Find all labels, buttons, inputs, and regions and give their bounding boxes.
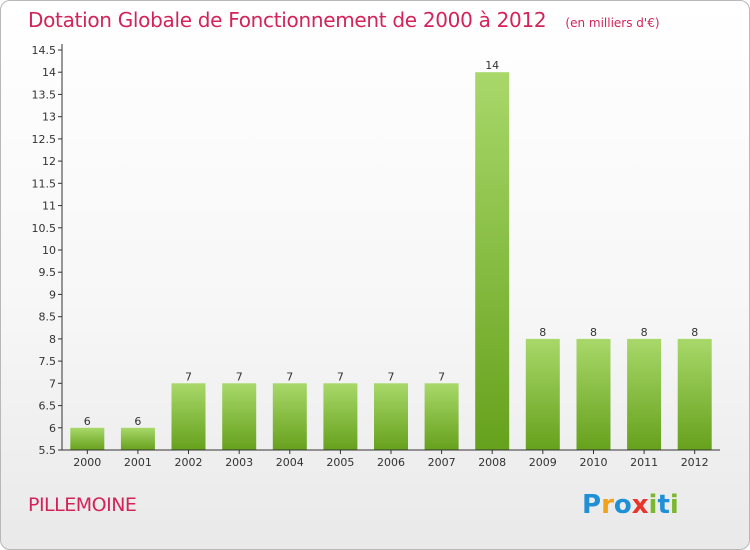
data-label: 7 <box>286 370 293 383</box>
x-tick-label: 2007 <box>428 456 456 469</box>
logo-letter: i <box>648 490 658 520</box>
data-label: 7 <box>236 370 243 383</box>
data-label: 8 <box>641 326 648 339</box>
logo-letter: x <box>631 490 649 520</box>
logo-letter: P <box>582 490 602 520</box>
logo-letter: i <box>669 490 679 520</box>
data-label: 7 <box>388 370 395 383</box>
y-tick-label: 5.5 <box>39 444 57 457</box>
x-tick-label: 2005 <box>326 456 354 469</box>
x-tick-label: 2006 <box>377 456 405 469</box>
x-tick-label: 2002 <box>175 456 203 469</box>
axes-group: 2000 2001 2002 2003 2004 2005 2006 2007 2008 2009… <box>32 44 720 469</box>
data-label: 8 <box>539 326 546 339</box>
data-label: 14 <box>485 59 499 72</box>
bar-2006 <box>374 383 408 450</box>
bar-2002 <box>171 383 206 450</box>
logo-letter: t <box>657 490 670 520</box>
bars-group: 6 6 7 7 7 7 7 7 14 8 8 8 8 <box>70 59 712 450</box>
proxiti-logo: Proxiti <box>582 490 679 520</box>
bar-2001 <box>120 427 155 450</box>
y-tick-label: 9.5 <box>39 266 57 279</box>
x-tick-label: 2009 <box>529 456 557 469</box>
x-tick-label: 2003 <box>225 456 253 469</box>
y-tick-label: 9 <box>49 288 56 301</box>
unit-note: (en milliers d'€) <box>565 16 660 30</box>
y-tick-label: 6 <box>49 422 56 435</box>
x-tick-label: 2010 <box>580 456 608 469</box>
x-tick-label: 2008 <box>478 456 506 469</box>
y-tick-label: 12.5 <box>32 133 57 146</box>
y-tick-label: 8.5 <box>39 311 57 324</box>
bar-2010 <box>576 338 611 450</box>
y-tick-label: 13.5 <box>32 88 57 101</box>
logo-letter: o <box>613 490 632 520</box>
y-tick-label: 12 <box>42 155 56 168</box>
x-tick-label: 2001 <box>124 456 152 469</box>
y-tick-label: 8 <box>49 333 56 346</box>
y-tick-label: 14.5 <box>32 44 57 57</box>
data-label: 6 <box>84 415 91 428</box>
y-tick-label: 10 <box>42 244 56 257</box>
bar-2008 <box>475 72 510 450</box>
bar-2005 <box>323 383 358 450</box>
y-tick-label: 13 <box>42 111 56 124</box>
chart-title: Dotation Globale de Fonctionnement de 20… <box>28 8 547 32</box>
y-tick-label: 11.5 <box>32 177 57 190</box>
data-label: 7 <box>438 370 445 383</box>
y-tick-label: 11 <box>42 200 56 213</box>
logo-letter: r <box>601 490 614 520</box>
chart-title-row: Dotation Globale de Fonctionnement de 20… <box>28 8 660 32</box>
bar-2009 <box>525 338 560 450</box>
x-tick-label: 2000 <box>73 456 101 469</box>
x-tick-label: 2004 <box>276 456 304 469</box>
bar-2012 <box>677 338 712 450</box>
bar-2003 <box>222 383 257 450</box>
y-tick-label: 7 <box>49 377 56 390</box>
y-tick-label: 7.5 <box>39 355 57 368</box>
bar-2011 <box>627 338 662 450</box>
commune-name: PILLEMOINE <box>28 494 137 516</box>
y-tick-label: 6.5 <box>39 400 57 413</box>
data-label: 6 <box>134 415 141 428</box>
bar-2004 <box>272 383 307 450</box>
data-label: 8 <box>590 326 597 339</box>
data-label: 8 <box>691 326 698 339</box>
bar-2000 <box>70 427 105 450</box>
data-label: 7 <box>337 370 344 383</box>
y-tick-label: 14 <box>42 66 56 79</box>
data-label: 7 <box>185 370 192 383</box>
x-tick-label: 2012 <box>681 456 709 469</box>
y-tick-label: 10.5 <box>32 222 57 235</box>
x-tick-label: 2011 <box>630 456 658 469</box>
bar-2007 <box>424 383 459 450</box>
